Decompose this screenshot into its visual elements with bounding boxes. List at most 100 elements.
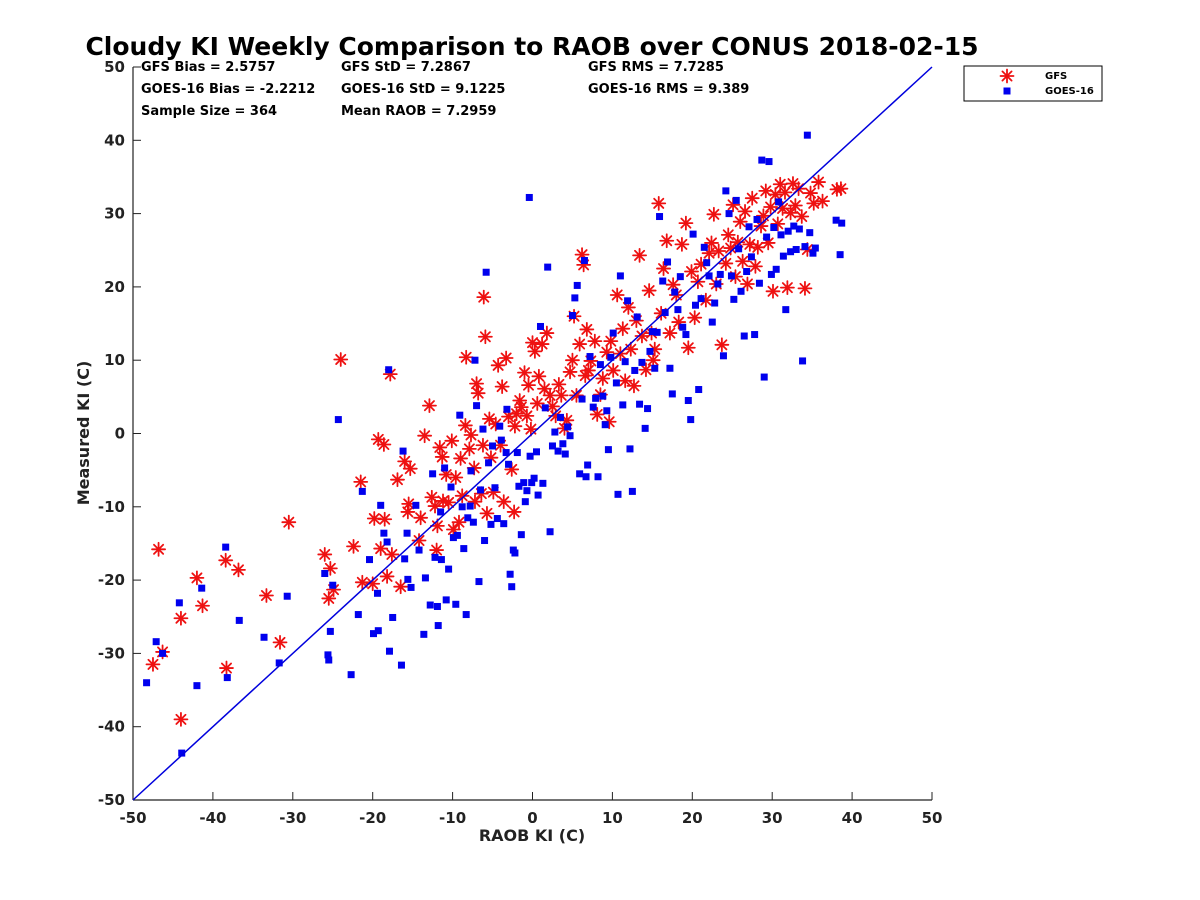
goes16-point bbox=[732, 196, 740, 204]
gfs-point bbox=[562, 364, 578, 380]
x-tick-label: 10 bbox=[602, 809, 623, 827]
goes16-point bbox=[695, 386, 703, 394]
goes16-point bbox=[601, 421, 609, 429]
goes16-point bbox=[751, 331, 759, 339]
gfs-point bbox=[748, 258, 763, 274]
gfs-point bbox=[763, 199, 779, 215]
goes16-point bbox=[799, 357, 807, 365]
gfs-point bbox=[353, 474, 369, 490]
goes16-point bbox=[760, 373, 768, 381]
goes16-point bbox=[329, 581, 337, 589]
goes16-point bbox=[493, 515, 501, 523]
x-tick-label: -50 bbox=[119, 809, 146, 827]
gfs-point bbox=[470, 385, 486, 401]
goes16-point bbox=[566, 432, 574, 440]
goes16-point bbox=[779, 252, 787, 260]
gfs-point bbox=[448, 470, 464, 485]
goes16-point bbox=[589, 403, 597, 411]
gfs-point bbox=[422, 398, 437, 414]
goes16-point bbox=[453, 531, 461, 539]
gfs-point bbox=[732, 214, 748, 230]
goes16-point bbox=[464, 514, 472, 522]
gfs-point bbox=[417, 428, 433, 444]
goes16-point bbox=[838, 219, 846, 227]
y-tick-label: -20 bbox=[98, 571, 125, 589]
x-tick-label: -10 bbox=[439, 809, 466, 827]
goes16-point bbox=[586, 353, 594, 361]
gfs-point bbox=[402, 461, 418, 477]
goes16-point bbox=[511, 549, 519, 557]
goes16-point bbox=[466, 502, 474, 510]
goes16-point bbox=[722, 187, 730, 195]
goes16-point bbox=[664, 258, 672, 266]
gfs-point bbox=[496, 494, 512, 510]
gfs-point bbox=[377, 511, 393, 527]
goes16-point bbox=[481, 537, 489, 545]
y-tick-label: 0 bbox=[115, 425, 125, 443]
goes16-point bbox=[561, 450, 569, 458]
goes16-point bbox=[462, 611, 470, 619]
gfs-point bbox=[384, 547, 400, 562]
gfs-point bbox=[665, 277, 681, 293]
gfs-point bbox=[521, 377, 536, 393]
goes16-point bbox=[641, 424, 649, 432]
goes16-point bbox=[193, 682, 201, 690]
goes16-point bbox=[401, 555, 409, 563]
goes16-point bbox=[429, 470, 437, 478]
gfs-point bbox=[595, 371, 611, 386]
goes16-point bbox=[500, 520, 508, 528]
goes16-point bbox=[687, 416, 695, 424]
goes16-point bbox=[143, 679, 151, 687]
goes16-point bbox=[609, 329, 617, 337]
gfs-point bbox=[603, 333, 619, 349]
gfs-point bbox=[317, 547, 333, 562]
gfs-point bbox=[579, 322, 595, 337]
goes16-point bbox=[648, 328, 656, 336]
goes16-point bbox=[691, 301, 699, 309]
gfs-point bbox=[476, 289, 492, 305]
gfs-point bbox=[553, 387, 569, 403]
goes16-point bbox=[525, 193, 533, 201]
gfs-point bbox=[506, 504, 522, 520]
goes16-point bbox=[725, 210, 733, 218]
goes16-point bbox=[544, 263, 552, 271]
gfs-point bbox=[750, 239, 766, 255]
goes16-point bbox=[770, 224, 778, 232]
gfs-point bbox=[441, 495, 457, 510]
goes16-point bbox=[354, 611, 362, 619]
gfs-point bbox=[617, 373, 633, 389]
x-tick-label: 0 bbox=[527, 809, 537, 827]
goes16-point bbox=[433, 602, 441, 610]
goes16-point bbox=[530, 474, 538, 482]
gfs-point bbox=[687, 310, 703, 326]
gfs-point bbox=[525, 335, 540, 351]
goes16-point bbox=[607, 353, 615, 361]
goes16-point bbox=[523, 487, 531, 495]
goes16-point bbox=[358, 487, 366, 495]
goes16-point bbox=[735, 245, 743, 253]
goes16-point bbox=[633, 313, 641, 321]
goes16-point bbox=[592, 394, 600, 402]
goes16-point bbox=[621, 358, 629, 366]
goes16-point bbox=[584, 461, 592, 469]
gfs-point bbox=[811, 174, 826, 190]
goes16-point bbox=[682, 331, 690, 339]
goes16-point bbox=[415, 546, 423, 554]
goes16-point bbox=[777, 231, 785, 239]
gfs-point bbox=[605, 363, 621, 378]
goes16-point bbox=[753, 215, 761, 223]
goes16-point bbox=[836, 251, 844, 259]
gfs-point bbox=[231, 562, 246, 578]
plot-area: -50 -40 -30 -20 -10 0 10 20 30 40 50 -50 -40 -30 -20 -1… bbox=[98, 58, 943, 827]
goes16-point bbox=[385, 366, 393, 374]
goes16-point bbox=[482, 268, 490, 276]
goes16-point bbox=[727, 272, 735, 280]
goes16-point bbox=[460, 545, 468, 553]
goes16-point bbox=[668, 390, 676, 398]
x-tick-label: -20 bbox=[359, 809, 386, 827]
goes16-point bbox=[447, 483, 455, 491]
gfs-point bbox=[523, 421, 539, 437]
goes16-point bbox=[564, 423, 572, 431]
goes16-point bbox=[198, 584, 206, 592]
gfs-point bbox=[477, 329, 493, 345]
